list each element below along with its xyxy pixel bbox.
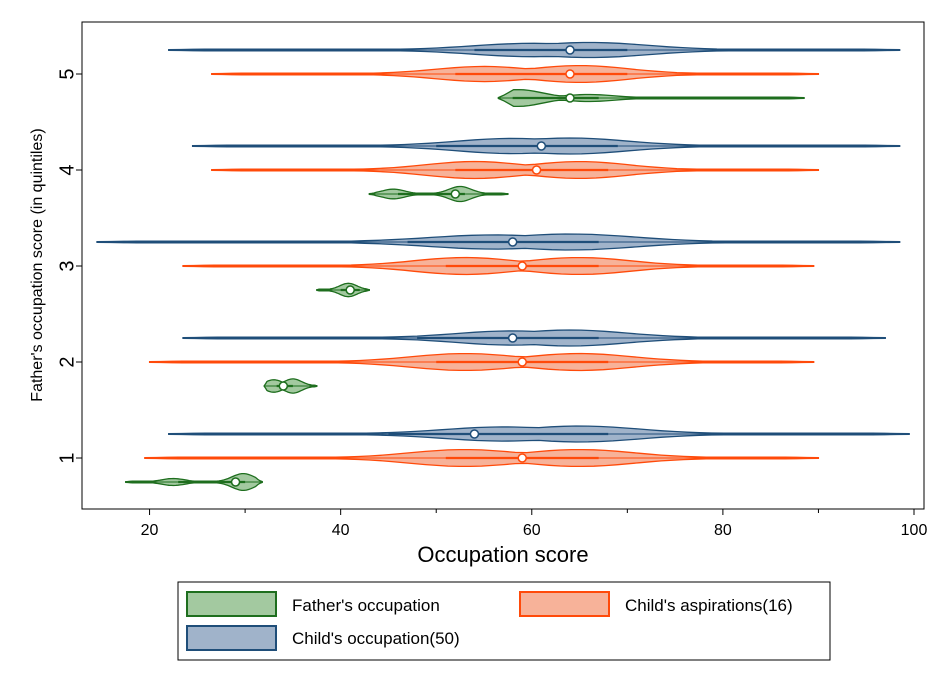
median-fathers-occupation-q4 (450, 189, 461, 199)
median-fathers-occupation-q5 (565, 93, 575, 103)
median-childs-aspirations-q2 (517, 357, 527, 367)
median-childs-aspirations-q4 (531, 165, 542, 175)
y-tick-label-4: 4 (56, 164, 78, 175)
x-tick-label-20: 20 (141, 522, 159, 539)
x-axis: 20 40 60 80 100 (141, 509, 928, 539)
x-tick-label-100: 100 (901, 522, 928, 539)
median-childs-occupation-q3 (507, 237, 518, 247)
median-childs-aspirations-q5 (565, 69, 575, 79)
legend-swatch-childs-aspirations (519, 591, 610, 617)
legend-label-fathers-occupation: Father's occupation (292, 596, 440, 615)
median-childs-occupation-q2 (507, 333, 518, 343)
median-childs-occupation-q5 (565, 45, 575, 55)
y-tick-label-5: 5 (56, 68, 78, 79)
median-childs-occupation-q1 (469, 429, 480, 439)
median-fathers-occupation-q1 (230, 477, 241, 487)
x-tick-label-40: 40 (332, 522, 350, 539)
legend-label-childs-aspirations: Child's aspirations(16) (625, 596, 793, 615)
y-tick-label-2: 2 (56, 356, 78, 367)
median-fathers-occupation-q3 (345, 285, 355, 295)
y-tick-label-3: 3 (56, 260, 78, 271)
x-axis-title: Occupation score (417, 542, 588, 567)
y-axis-title: Father's occupation score (in quintiles) (29, 128, 46, 401)
y-tick-label-1: 1 (56, 452, 78, 463)
legend-frame (177, 581, 831, 661)
x-tick-label-80: 80 (714, 522, 732, 539)
median-childs-aspirations-q1 (517, 453, 527, 463)
legend-swatch-childs-occupation (186, 625, 277, 651)
x-tick-label-60: 60 (523, 522, 541, 539)
legend-swatch-fathers-occupation (186, 591, 277, 617)
median-childs-occupation-q4 (536, 141, 547, 151)
violins-layer (96, 41, 910, 492)
y-axis: 1 2 3 4 5 (56, 68, 82, 464)
median-fathers-occupation-q2 (278, 381, 289, 391)
legend-label-childs-occupation: Child's occupation(50) (292, 629, 460, 648)
legend: Father's occupation Child's aspirations(… (177, 581, 831, 661)
median-childs-aspirations-q3 (517, 261, 527, 271)
